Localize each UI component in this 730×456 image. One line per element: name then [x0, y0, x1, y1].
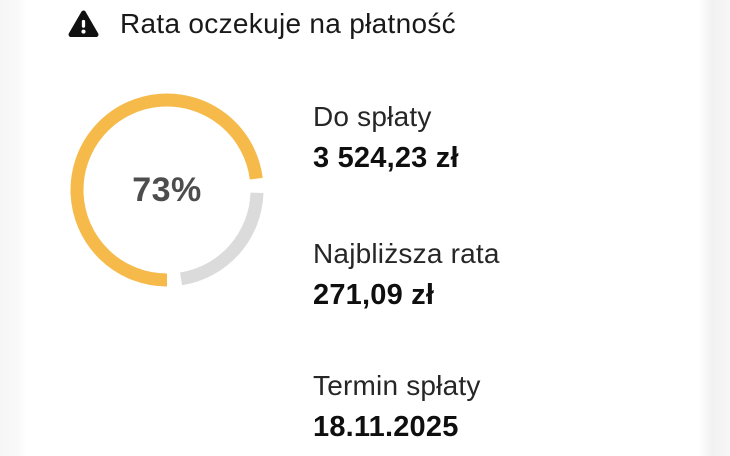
detail-label: Termin spłaty [313, 370, 481, 401]
detail-amount-due: Do spłaty 3 524,23 zł [313, 100, 703, 175]
progress-percent-label: 73% [132, 170, 202, 209]
detail-value: 3 524,23 zł [313, 142, 459, 174]
progress-ring-arc [70, 93, 263, 287]
payment-details: Do spłaty 3 524,23 zł Najbliższa rata 27… [313, 100, 703, 444]
detail-due-date: Termin spłaty 18.11.2025 [313, 369, 703, 444]
page-edge-left [0, 0, 26, 456]
progress-ring: 73% [67, 90, 267, 290]
status-header: Rata oczekuje na płatność [68, 8, 456, 40]
detail-next-installment: Najbliższa rata 271,09 zł [313, 237, 703, 312]
warning-icon [68, 10, 99, 38]
detail-value: 18.11.2025 [313, 411, 459, 443]
page-edge-right [698, 0, 730, 456]
status-title: Rata oczekuje na płatność [120, 8, 456, 39]
progress-ring-track [179, 192, 264, 286]
detail-label: Najbliższa rata [313, 238, 500, 269]
detail-label: Do spłaty [313, 101, 432, 132]
detail-value: 271,09 zł [313, 279, 435, 311]
